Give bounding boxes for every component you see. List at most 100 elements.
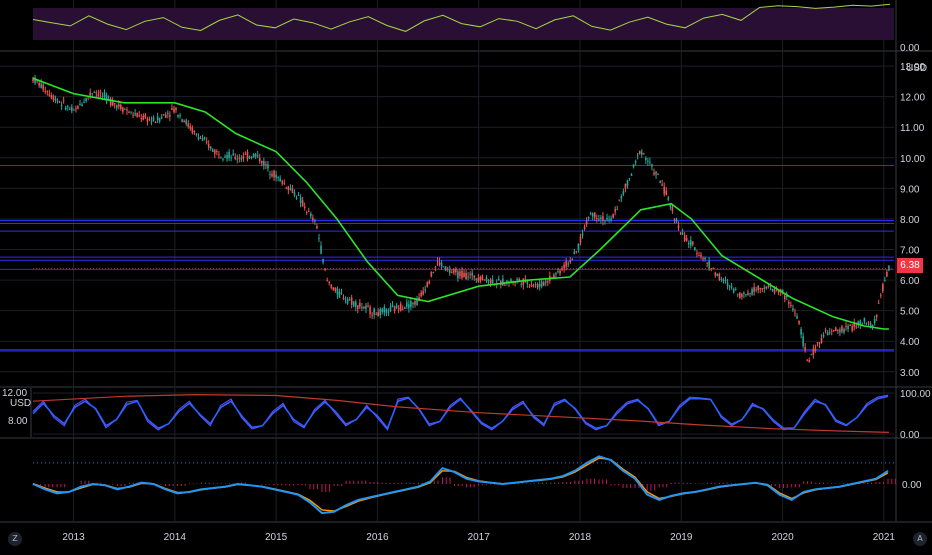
candle-body	[600, 217, 602, 219]
candle-body	[767, 285, 770, 287]
candle-body	[745, 294, 747, 295]
candle-body	[158, 118, 161, 122]
candle-body	[687, 242, 690, 245]
price-tick-label: 10.00	[900, 154, 925, 165]
candle-body	[420, 292, 422, 297]
candle-body	[448, 270, 451, 273]
stoch-left-tick: 12.00	[2, 388, 27, 399]
candle-body	[66, 106, 69, 107]
candle-body	[886, 271, 888, 277]
candle-body	[140, 118, 143, 120]
x-tick-label: 2021	[873, 532, 896, 543]
candle-body	[401, 309, 404, 310]
candle-body	[573, 251, 576, 255]
candle-body	[657, 174, 659, 176]
candle-body	[214, 149, 216, 154]
candle-body	[238, 157, 241, 159]
candle-body	[275, 174, 277, 178]
candle-body	[77, 105, 79, 110]
candle-body	[798, 320, 800, 324]
candle-body	[479, 276, 482, 281]
candle-body	[146, 118, 149, 122]
candle-body	[510, 279, 512, 282]
candle-body	[665, 190, 668, 195]
candle-body	[867, 321, 870, 323]
candle-body	[371, 314, 373, 316]
price-candles	[32, 74, 890, 363]
candle-body	[730, 286, 733, 288]
auto-scale-button[interactable]: A	[913, 532, 927, 546]
candle-body	[502, 278, 504, 286]
candle-body	[790, 305, 792, 306]
candle-body	[267, 164, 269, 169]
candle-body	[60, 104, 63, 107]
candle-body	[332, 287, 335, 290]
candle-body	[718, 273, 721, 280]
candle-body	[810, 354, 813, 356]
candle-body	[571, 259, 574, 260]
candle-body	[567, 263, 570, 265]
candle-body	[375, 314, 377, 316]
candle-body	[538, 283, 541, 287]
candle-body	[68, 108, 71, 110]
candle-body	[640, 151, 643, 155]
candle-body	[350, 297, 353, 305]
candle-body	[58, 101, 61, 103]
candle-body	[647, 160, 649, 162]
candle-body	[636, 155, 639, 157]
candle-body	[246, 151, 249, 160]
candle-body	[741, 294, 743, 297]
candle-body	[638, 150, 641, 155]
candle-body	[444, 266, 447, 271]
candle-body	[826, 332, 829, 336]
candle-body	[389, 306, 392, 311]
candle-body	[291, 188, 294, 193]
candle-body	[395, 305, 398, 308]
candle-body	[546, 281, 549, 283]
candle-body	[122, 107, 124, 113]
candle-body	[497, 278, 500, 281]
candle-body	[785, 295, 788, 298]
stoch-slow-line	[32, 393, 889, 433]
candle-body	[739, 292, 741, 299]
candle-body	[757, 286, 759, 291]
candle-body	[877, 302, 880, 304]
candle-body	[271, 174, 273, 177]
candle-body	[857, 321, 860, 326]
candle-body	[888, 265, 890, 271]
stoch-right-tick: 0.00	[900, 430, 920, 441]
candle-body	[434, 266, 437, 268]
candle-body	[483, 279, 486, 281]
candle-body	[649, 161, 651, 163]
candle-body	[185, 120, 188, 124]
candle-body	[101, 95, 104, 97]
candle-body	[583, 226, 586, 230]
candle-body	[422, 291, 424, 295]
candle-body	[93, 92, 96, 93]
candle-body	[504, 285, 506, 286]
candle-body	[336, 288, 339, 295]
candle-body	[203, 137, 206, 139]
candle-body	[671, 206, 674, 211]
candle-body	[645, 158, 647, 160]
candle-body	[134, 113, 136, 115]
zoom-button[interactable]: Z	[8, 532, 22, 546]
candle-body	[320, 245, 322, 254]
candle-body	[837, 329, 839, 331]
candle-body	[205, 141, 208, 143]
candle-body	[130, 111, 132, 113]
candle-body	[97, 93, 100, 97]
candle-body	[696, 253, 698, 255]
price-tick-label: 7.00	[900, 246, 920, 257]
candle-body	[532, 285, 535, 287]
stoch-left-tick: 8.00	[8, 416, 28, 427]
candle-body	[132, 115, 134, 116]
candle-body	[769, 286, 772, 287]
candle-body	[209, 146, 212, 149]
candle-body	[708, 260, 710, 269]
candle-body	[518, 278, 520, 281]
candle-body	[193, 131, 196, 132]
candle-body	[591, 213, 594, 217]
candle-body	[461, 270, 463, 279]
